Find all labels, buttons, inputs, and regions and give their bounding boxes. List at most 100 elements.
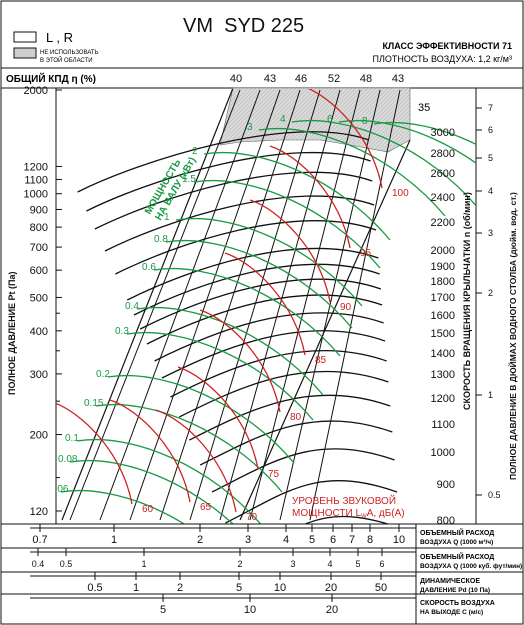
speed-curve (115, 220, 377, 275)
x-scale-tick-label: 0.5 (60, 559, 73, 569)
sound-curve (109, 399, 191, 503)
x-scale-tick-label: 5 (160, 604, 166, 616)
sound-curve (56, 402, 133, 505)
speed-tick-label: 1400 (431, 348, 455, 360)
sound-curve-label: 95 (360, 248, 372, 259)
x-scale-tick-label: 20 (325, 582, 337, 594)
system-line (219, 89, 341, 521)
speed-curve (94, 171, 373, 230)
pressure-tick-label: 400 (30, 326, 48, 338)
power-curve-label: 8 (362, 116, 368, 127)
inches-tick-label: 1 (488, 390, 493, 400)
pressure-tick-label: 900 (30, 204, 48, 216)
pressure-gridlines (56, 89, 62, 512)
power-curve (126, 332, 314, 421)
power-curve (107, 375, 295, 464)
inches-tick-label: 2 (488, 288, 493, 298)
power-curve (95, 404, 283, 493)
pressure-tick-label: 300 (30, 369, 48, 381)
air-density: ПЛОТНОСТЬ ВОЗДУХА: 1,2 кг/м³ (373, 54, 512, 64)
sound-curve (307, 89, 383, 189)
speed-curve (170, 349, 387, 398)
x-scale-tick-label: 1 (133, 582, 139, 594)
x-scale-label-2: ВОЗДУХА Q (1000 м³/ч) (420, 539, 493, 546)
system-line (159, 89, 301, 521)
power-curve-label: 0.2 (96, 369, 110, 380)
power-curve (153, 268, 341, 357)
x-scale-tick-label: 1 (111, 534, 117, 546)
x-scale-tick-label: 0.5 (87, 582, 102, 594)
efficiency-tick-label: 43 (392, 73, 404, 85)
efficiency-axis-label: ОБЩИЙ КПД η (%) (6, 72, 96, 85)
power-curve (165, 240, 353, 329)
speed-tick-label: 2200 (431, 217, 455, 229)
power-curve-label: 4 (280, 114, 286, 125)
power-curve-label: 0.08 (58, 454, 78, 465)
pressure-tick-label: 2000 (24, 85, 48, 97)
sound-label-2-end: A, дБ(A) (367, 508, 405, 519)
power-curve-label: 0.1 (65, 433, 79, 444)
speed-curve (211, 448, 395, 493)
x-scale-tick-label: 10 (274, 582, 286, 594)
speed-tick-label: 1500 (431, 328, 455, 340)
sound-curve (224, 252, 306, 356)
x-scale-tick-label: 5 (309, 534, 315, 546)
power-curve (60, 490, 186, 524)
sound-curve-label: 100 (392, 188, 409, 199)
system-line (249, 89, 361, 521)
sound-curve-label: 70 (246, 512, 258, 523)
x-scale-tick-label: 2 (237, 559, 242, 569)
x-scale-tick-label: 4 (283, 534, 289, 546)
inches-tick-label: 4 (488, 186, 493, 196)
x-scale-label-2: ДАВЛЕНИЕ Pd (10 Па) (420, 587, 490, 594)
operating-boundary-right (239, 139, 411, 521)
inches-tick-label: 0.5 (488, 490, 501, 500)
inches-axis: 7 6 5 4 3 2 1 0.5 (476, 103, 501, 500)
power-curve (373, 122, 476, 146)
sound-curve (155, 409, 237, 513)
x-scale-tick-label: 2 (197, 534, 203, 546)
speed-curve (104, 195, 375, 252)
x-scale-label-1: ОБЪЕМНЫЙ РАСХОД (420, 552, 494, 561)
pressure-tick-label: 500 (30, 292, 48, 304)
system-line (129, 89, 281, 521)
power-curve-label: 0.15 (84, 398, 104, 409)
pressure-tick-label: 1000 (24, 189, 48, 201)
inches-tick-label: 6 (488, 125, 493, 135)
power-curve (76, 439, 262, 524)
legend-grey-label-2: В ЭТОЙ ОБЛАСТИ (40, 56, 93, 64)
power-curve (175, 218, 363, 307)
x-scale-tick-label: 0.7 (32, 534, 47, 546)
power-lines: 8 6 4 3 2 1.5 1 0.8 0.6 0.4 0.3 0.2 0.15 0.1 0.08 0.06 (49, 114, 476, 524)
x-scale-label-1: ОБЪЕМНЫЙ РАСХОД (420, 528, 494, 537)
speed-curve (146, 294, 383, 345)
speed-axis-label: СКОРОСТЬ ВРАЩЕНИЯ КРЫЛЬЧАТКИ n (об/мин) (462, 192, 472, 410)
speed-tick-label: 1000 (431, 447, 455, 459)
power-curve-label: 0.4 (125, 301, 139, 312)
sound-lines: 100 95 90 85 80 75 70 65 60 (56, 89, 409, 523)
speed-curve (139, 278, 382, 330)
x-scale-tick-label: 20 (326, 604, 338, 616)
x-scale-tick-label: 5 (355, 559, 360, 569)
power-curve (203, 152, 391, 241)
x-scale-tick-label: 6 (330, 534, 336, 546)
speed-tick-label: 2600 (431, 168, 455, 180)
speed-tick-label: 1700 (431, 292, 455, 304)
power-curve (338, 120, 476, 164)
speed-tick-label: 1800 (431, 276, 455, 288)
power-curve-label: 6 (327, 114, 333, 125)
sound-label-2-sub: W (361, 514, 367, 520)
system-line (309, 89, 401, 521)
speed-curve (225, 480, 398, 524)
speed-curve (126, 247, 379, 301)
x-scale-tick-label: 0.4 (32, 559, 45, 569)
pressure-tick-label: 1100 (24, 174, 48, 186)
x-scale-tick-label: 3 (290, 559, 295, 569)
efficiency-row: ОБЩИЙ КПД η (%) 40 43 46 52 48 43 (1, 72, 523, 89)
sound-curve-label: 90 (340, 302, 352, 313)
power-curve-label: 0.8 (154, 234, 168, 245)
power-curve-label: 0.06 (49, 484, 69, 495)
x-scale-tick-label: 10 (393, 534, 405, 546)
